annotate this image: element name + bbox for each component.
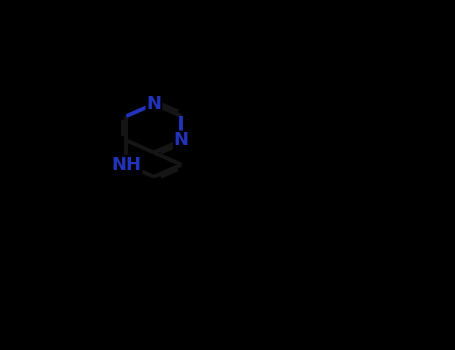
- Text: NH: NH: [111, 156, 142, 174]
- Text: N: N: [174, 131, 189, 149]
- Text: N: N: [147, 95, 162, 113]
